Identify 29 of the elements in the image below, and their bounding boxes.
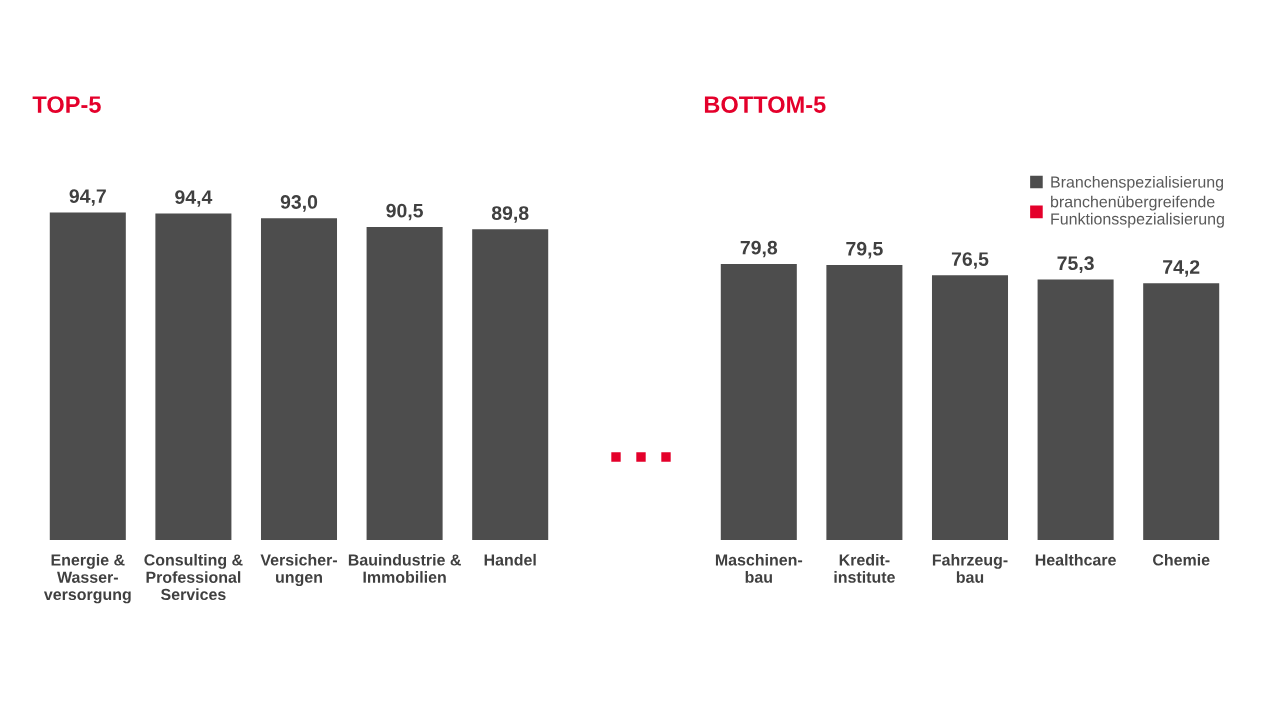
x-tick-label: Bauindustrie & Immobilien xyxy=(348,553,461,583)
data-label: 76,5 xyxy=(951,252,989,269)
data-label: 74,2 xyxy=(1163,260,1200,277)
data-label: 94,7 xyxy=(69,189,106,206)
x-tick-label: Handel xyxy=(484,553,536,566)
x-tick-label: Energie & Wasser- versorgung xyxy=(43,553,131,604)
data-label: 79,8 xyxy=(740,240,778,258)
legend-label: Branchenspezialisierung xyxy=(1051,175,1224,191)
bar xyxy=(260,218,338,540)
x-tick-label: Kredit- institute xyxy=(834,553,895,583)
bar xyxy=(366,226,443,540)
data-label: 79,5 xyxy=(846,241,883,259)
data-label: 90,5 xyxy=(386,203,423,221)
data-label: 94,4 xyxy=(175,190,213,207)
x-tick-label: Versicher- ungen xyxy=(260,553,337,587)
x-tick-label: Healthcare xyxy=(1035,553,1116,566)
x-tick-label: Fahrzeug- bau xyxy=(932,553,1008,583)
data-label: 75,3 xyxy=(1057,256,1094,273)
bar xyxy=(472,229,549,540)
data-label: 89,8 xyxy=(491,206,529,223)
chart-title: TOP-5 xyxy=(32,96,101,113)
x-tick-label: Consulting & Professional Services xyxy=(144,553,243,601)
data-label: 93,0 xyxy=(280,195,318,212)
chart-title: BOTTOM-5 xyxy=(704,96,826,113)
bar xyxy=(155,213,232,540)
bar xyxy=(49,212,126,540)
legend-label: branchenübergreifende Funktionsspezialisierung xyxy=(1051,195,1224,228)
x-tick-label: Maschinen- bau xyxy=(715,553,803,583)
x-tick-label: Chemie xyxy=(1153,553,1210,566)
